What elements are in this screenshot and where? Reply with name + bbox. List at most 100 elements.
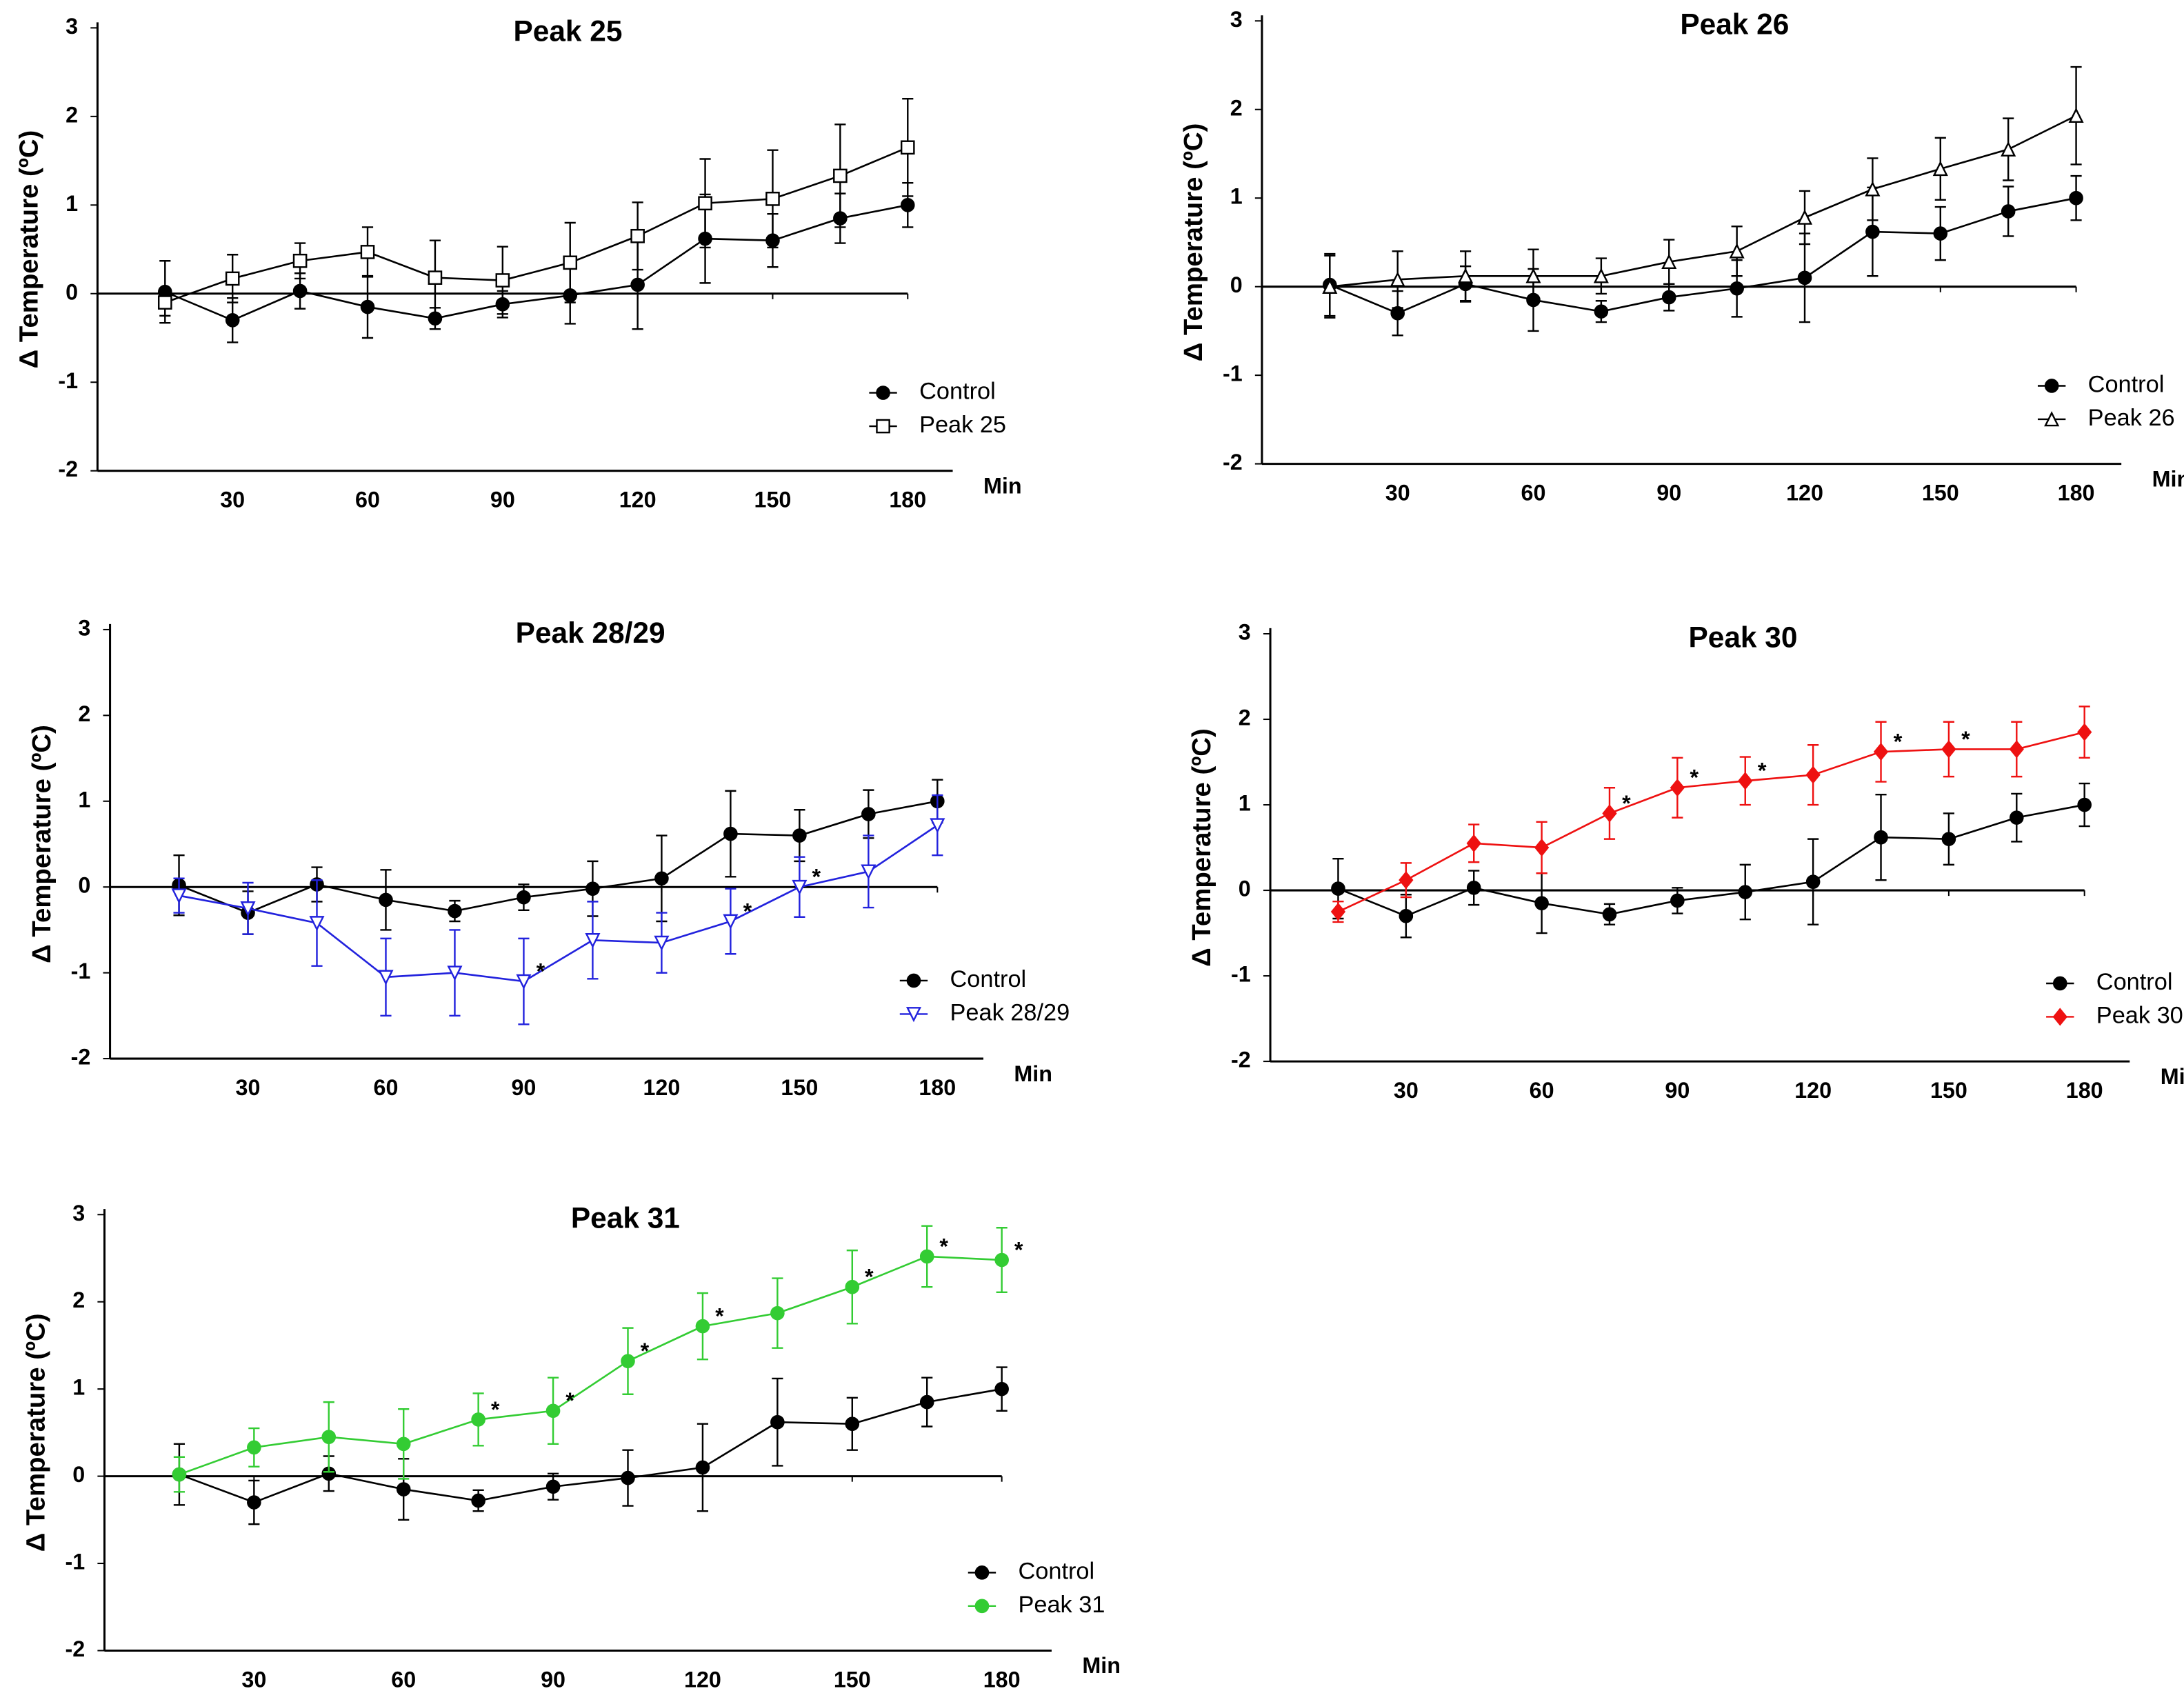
x-tick-label: 150 [834, 1667, 871, 1692]
point [495, 273, 510, 288]
x-tick-label: 150 [1930, 1078, 1967, 1103]
point [240, 901, 256, 917]
x-tick-label: 120 [619, 488, 657, 512]
x-axis-label: Min [2152, 466, 2184, 491]
point [292, 253, 308, 268]
point [360, 245, 375, 259]
y-tick-label: -2 [1223, 450, 1243, 474]
point [321, 1430, 337, 1444]
y-tick-label: 3 [1230, 7, 1243, 32]
y-tick-label: 1 [72, 1375, 85, 1400]
y-tick-label: 2 [78, 701, 90, 726]
point [2001, 204, 2016, 219]
y-tick-label: -2 [58, 457, 78, 481]
point [2044, 379, 2059, 393]
point [171, 888, 187, 904]
y-tick-label: -1 [65, 1550, 85, 1574]
point [545, 1403, 561, 1419]
series-line [179, 1388, 1002, 1503]
legend-label: Control [1018, 1558, 1094, 1584]
y-tick-label: 1 [1239, 791, 1251, 816]
legend-label: Peak 26 [2088, 405, 2175, 431]
y-axis-label: Δ Temperature (ºC) [27, 725, 57, 963]
point [1331, 881, 1345, 896]
point [1941, 740, 1956, 759]
x-axis-label: Min [1014, 1061, 1052, 1086]
x-tick-label: 90 [541, 1667, 565, 1692]
series [172, 779, 945, 935]
point [695, 1460, 710, 1475]
significance-mark: * [1622, 791, 1631, 816]
y-tick-label: 0 [66, 279, 78, 304]
y-tick-label: 2 [72, 1288, 85, 1312]
point [2052, 1008, 2067, 1026]
point [2077, 723, 2092, 741]
point [2068, 107, 2084, 123]
x-tick-label: 180 [2058, 481, 2095, 505]
point [1738, 885, 1753, 899]
x-axis-label: Min [2161, 1064, 2184, 1089]
point [1796, 209, 1813, 225]
legend-label: Control [2096, 969, 2173, 995]
point [900, 140, 915, 155]
x-tick-label: 180 [2066, 1078, 2103, 1103]
y-tick-label: 2 [66, 102, 78, 127]
series-line [1337, 731, 2085, 913]
x-tick-label: 60 [391, 1667, 416, 1692]
point [396, 1482, 411, 1496]
point [621, 1470, 635, 1485]
point [630, 277, 645, 292]
point [765, 192, 780, 206]
point [906, 973, 921, 988]
point [994, 1381, 1009, 1396]
point [585, 933, 601, 949]
point [360, 299, 375, 314]
significance-mark: * [565, 1388, 574, 1413]
x-tick-label: 90 [490, 488, 515, 512]
y-axis-label: Δ Temperature (ºC) [21, 1314, 51, 1552]
point [1466, 834, 1481, 852]
y-tick-label: -2 [1231, 1048, 1251, 1072]
point [1399, 908, 1414, 923]
panel: Peak 31 -2 -1 0 1 2 3 30 60 90 120 150 180 Min Δ Tempe… [21, 1201, 1121, 1692]
point [792, 879, 808, 896]
point [1941, 832, 1956, 846]
x-tick-label: 60 [1521, 481, 1546, 505]
y-tick-label: -1 [1223, 361, 1243, 386]
point [1593, 268, 1609, 283]
point [1602, 804, 1617, 823]
point [621, 1354, 635, 1368]
point [379, 892, 393, 908]
y-tick-label: 3 [1239, 620, 1251, 645]
series [1322, 66, 2084, 319]
significance-mark: * [1894, 730, 1903, 754]
point [974, 1599, 990, 1614]
legend-label: Peak 28/29 [950, 999, 1070, 1025]
legend-label: Peak 30 [2096, 1003, 2183, 1029]
point [563, 255, 578, 270]
y-tick-label: 3 [78, 615, 90, 640]
point [900, 198, 915, 212]
significance-mark: * [1961, 727, 1970, 752]
significance-mark: * [715, 1304, 724, 1329]
point [157, 295, 172, 310]
x-axis-label: Min [983, 473, 1022, 498]
point [930, 818, 945, 834]
point [292, 283, 308, 299]
x-tick-label: 60 [1530, 1078, 1554, 1103]
significance-mark: * [743, 899, 752, 923]
y-tick-label: 2 [1239, 705, 1251, 730]
x-axis-label: Min [1082, 1653, 1121, 1678]
point [861, 807, 876, 821]
series-line [164, 204, 908, 321]
y-tick-label: 0 [1239, 877, 1251, 901]
point [1805, 765, 1821, 784]
y-tick-label: -2 [71, 1045, 91, 1070]
point [876, 419, 890, 434]
x-tick-label: 30 [236, 1075, 261, 1100]
point [792, 828, 807, 843]
significance-mark: * [1014, 1237, 1023, 1262]
significance-mark: * [1690, 765, 1699, 790]
